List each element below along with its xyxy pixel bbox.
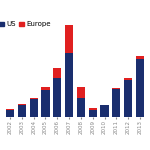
Bar: [112, 88, 120, 89]
Bar: [124, 80, 132, 117]
Bar: [65, 53, 73, 117]
Bar: [30, 98, 38, 99]
Bar: [53, 78, 61, 117]
Bar: [6, 110, 14, 117]
Bar: [112, 89, 120, 117]
Bar: [6, 109, 14, 110]
Bar: [41, 90, 50, 117]
Bar: [65, 25, 73, 53]
Bar: [30, 99, 38, 117]
Bar: [53, 68, 61, 78]
Bar: [124, 78, 132, 80]
Bar: [77, 98, 85, 117]
Bar: [41, 87, 50, 90]
Bar: [88, 110, 97, 117]
Bar: [18, 105, 26, 117]
Bar: [88, 108, 97, 110]
Bar: [136, 59, 144, 117]
Bar: [100, 105, 109, 117]
Bar: [77, 87, 85, 98]
Bar: [136, 56, 144, 59]
Bar: [18, 103, 26, 105]
Legend: US, Europe: US, Europe: [0, 21, 51, 27]
